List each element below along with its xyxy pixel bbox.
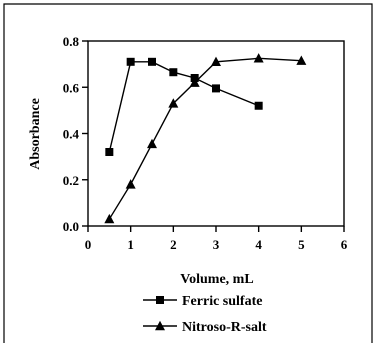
series-ferric-sulfate xyxy=(105,57,263,156)
data-point xyxy=(125,179,136,189)
plot-area xyxy=(87,40,345,227)
x-tick-label: 6 xyxy=(341,237,348,252)
data-point xyxy=(126,57,135,66)
data-point xyxy=(105,148,114,156)
x-tick-label: 2 xyxy=(170,237,177,252)
data-point xyxy=(253,53,264,63)
legend-entry: Ferric sulfate xyxy=(143,294,262,309)
x-axis-label: Volume, mL xyxy=(180,272,253,287)
x-tick-label: 1 xyxy=(127,237,134,252)
data-point xyxy=(168,98,179,108)
y-tick-label: 0.8 xyxy=(63,34,80,49)
x-tick-label: 3 xyxy=(213,237,220,252)
data-point xyxy=(169,68,178,77)
data-point xyxy=(189,77,200,87)
legend-entry: Nitroso-R-salt xyxy=(143,320,267,335)
y-tick-label: 0.6 xyxy=(63,80,80,95)
series-nitroso-r-salt xyxy=(104,53,307,224)
data-point xyxy=(211,56,221,67)
x-tick-label: 4 xyxy=(255,237,262,252)
data-point xyxy=(296,55,307,65)
x-tick-label: 0 xyxy=(85,237,92,252)
data-point xyxy=(147,138,157,149)
data-point xyxy=(254,101,263,110)
legend-label: Ferric sulfate xyxy=(182,294,262,309)
y-axis-label: Absorbance xyxy=(28,98,43,170)
figure-border xyxy=(3,3,373,343)
y-axis: 0.0 0.2 0.4 0.6 0.8 xyxy=(63,34,88,234)
y-tick-label: 0.0 xyxy=(63,219,79,234)
legend-marker xyxy=(156,296,164,304)
legend: Ferric sulfate Nitroso-R-salt xyxy=(143,294,267,335)
y-tick-label: 0.4 xyxy=(63,127,80,142)
y-tick-label: 0.2 xyxy=(63,173,79,188)
data-point xyxy=(212,84,220,93)
series-layer xyxy=(104,53,307,224)
x-axis: 0 1 2 3 4 5 6 xyxy=(85,226,348,252)
data-point xyxy=(104,213,115,224)
series-line xyxy=(108,57,302,220)
x-tick-label: 5 xyxy=(298,237,305,252)
legend-label: Nitroso-R-salt xyxy=(182,320,267,335)
series-line xyxy=(108,61,259,153)
legend-marker xyxy=(155,320,165,331)
data-point xyxy=(148,57,156,66)
